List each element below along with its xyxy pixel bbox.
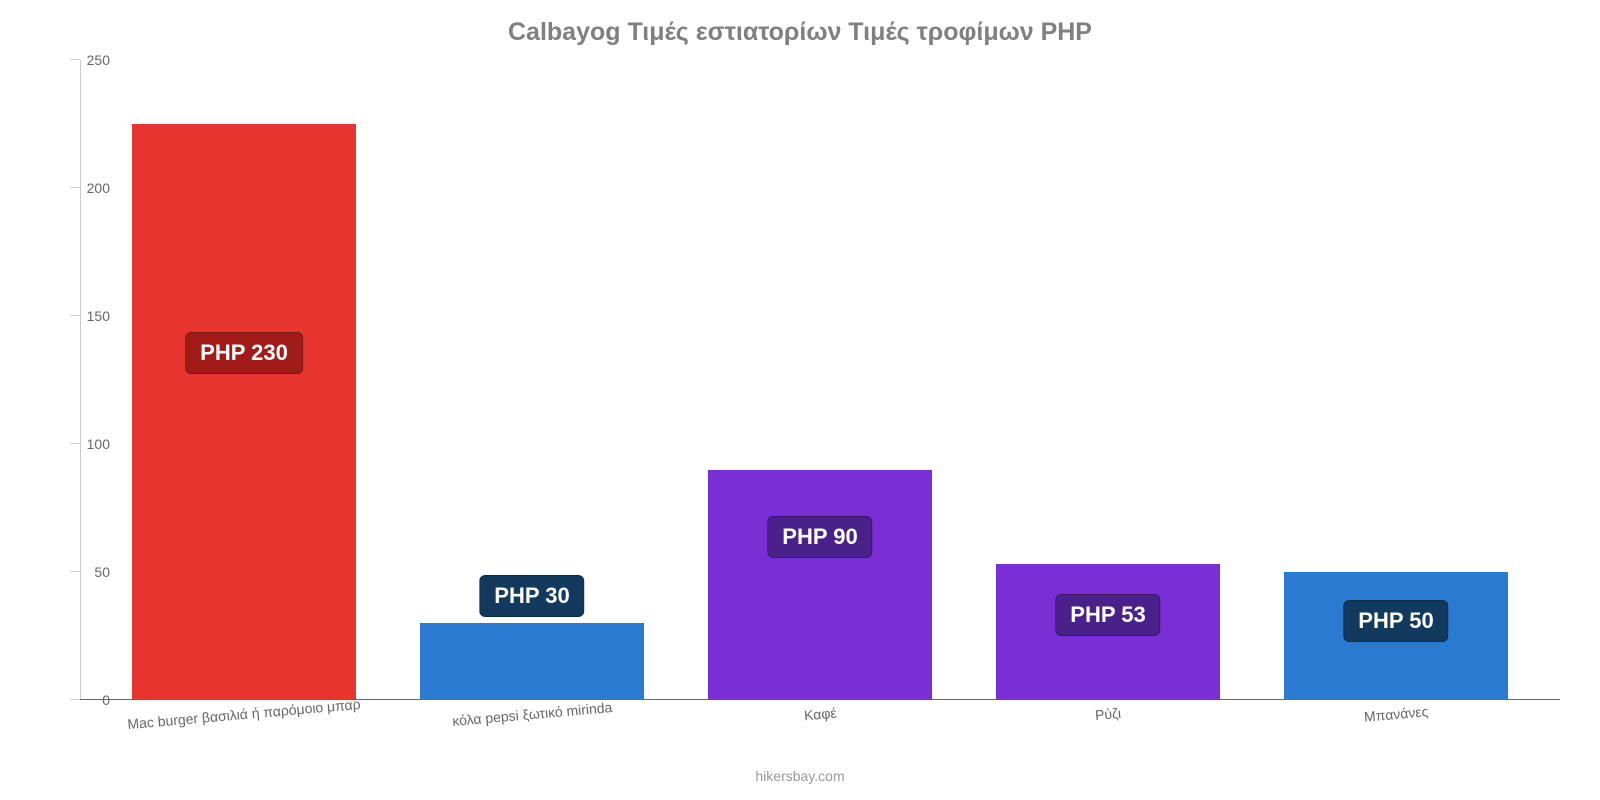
x-label-slot: Ρύζι [964, 706, 1252, 722]
bars-group: PHP 230 PHP 30 PHP 90 PHP 53 PHP 50 [80, 60, 1560, 700]
bar-value-label: PHP 90 [767, 516, 872, 558]
y-tick-label: 50 [50, 564, 110, 580]
bar-value-label: PHP 30 [479, 575, 584, 617]
bar: PHP 53 [996, 564, 1221, 700]
x-axis-label: Ρύζι [1094, 705, 1121, 723]
bar-slot: PHP 53 [964, 60, 1252, 700]
bar: PHP 50 [1284, 572, 1509, 700]
attribution-text: hikersbay.com [0, 768, 1600, 784]
bar: PHP 30 [420, 623, 645, 700]
chart-container: Calbayog Τιμές εστιατορίων Τιμές τροφίμω… [0, 0, 1600, 800]
x-axis-label: Μπανάνες [1363, 703, 1428, 725]
y-tick-label: 250 [50, 52, 110, 68]
bar-value-label: PHP 50 [1343, 600, 1448, 642]
bar-value-label: PHP 53 [1055, 594, 1160, 636]
bar-slot: PHP 50 [1252, 60, 1540, 700]
bar-slot: PHP 230 [100, 60, 388, 700]
y-tick-label: 100 [50, 436, 110, 452]
x-label-slot: Καφέ [676, 706, 964, 722]
x-axis-label: κόλα pepsi ξωτικό mirinda [451, 699, 612, 729]
x-label-slot: Μπανάνες [1252, 706, 1540, 722]
x-axis-label: Mac burger βασιλιά ή παρόμοιο μπαρ [127, 696, 361, 732]
y-tick-label: 200 [50, 180, 110, 196]
bar: PHP 230 [132, 124, 357, 700]
y-tick-label: 150 [50, 308, 110, 324]
bar-value-label: PHP 230 [185, 332, 303, 374]
bar: PHP 90 [708, 470, 933, 700]
chart-title: Calbayog Τιμές εστιατορίων Τιμές τροφίμω… [0, 18, 1600, 47]
x-axis-label: Καφέ [803, 705, 837, 724]
bar-slot: PHP 30 [388, 60, 676, 700]
x-axis-labels: Mac burger βασιλιά ή παρόμοιο μπαρκόλα p… [80, 706, 1560, 722]
plot-area: PHP 230 PHP 30 PHP 90 PHP 53 PHP 50 [80, 60, 1560, 700]
bar-slot: PHP 90 [676, 60, 964, 700]
x-label-slot: κόλα pepsi ξωτικό mirinda [388, 706, 676, 722]
x-label-slot: Mac burger βασιλιά ή παρόμοιο μπαρ [100, 706, 388, 722]
